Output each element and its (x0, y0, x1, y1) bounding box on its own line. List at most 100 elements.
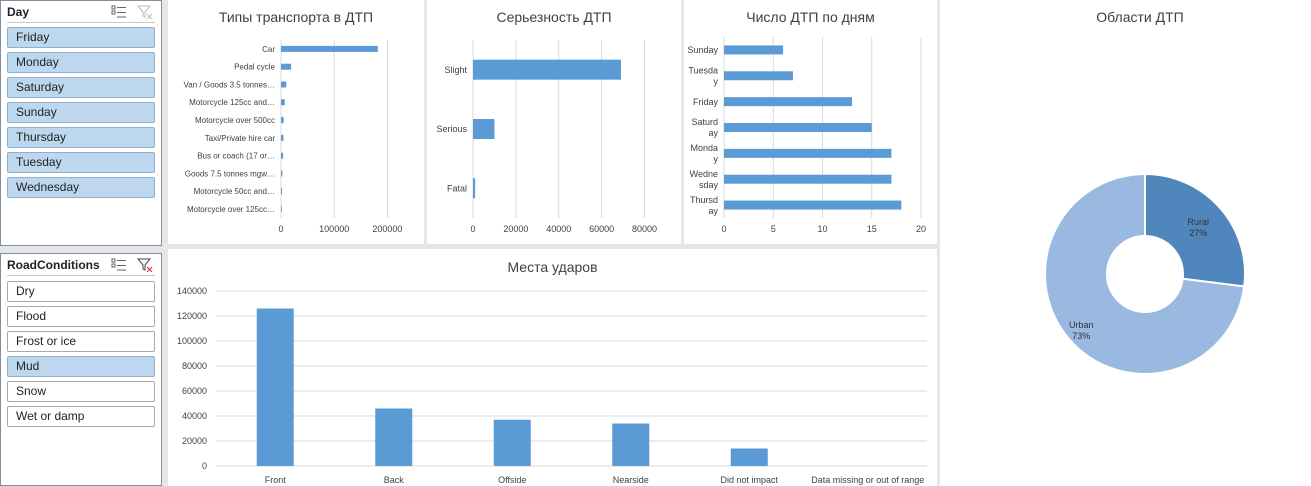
slicer-item-thursday[interactable]: Thursday (7, 127, 155, 148)
slicer-item-tuesday[interactable]: Tuesday (7, 152, 155, 173)
category-label: Back (384, 475, 405, 485)
category-label: Serious (436, 124, 467, 134)
category-label: Pedal cycle (234, 63, 275, 72)
slicer-item-frost-or-ice[interactable]: Frost or ice (7, 331, 155, 352)
category-label: Car (262, 45, 275, 54)
bar (281, 117, 284, 124)
slicer-item-saturday[interactable]: Saturday (7, 77, 155, 98)
category-label: Data missing or out of range (811, 475, 924, 485)
slice-label: Urban (1069, 320, 1094, 330)
bar (493, 419, 531, 466)
chart-title: Число ДТП по дням (746, 9, 875, 25)
days-chart-panel: Число ДТП по дням 0 5 10 15 20 Sunday Tuesda y F… (684, 0, 937, 244)
bar (724, 97, 853, 107)
y-tick-label: 120000 (177, 311, 207, 321)
category-label: Friday (693, 97, 719, 107)
chart-title: Серьезность ДТП (496, 9, 612, 25)
slicer-item-flood[interactable]: Flood (7, 306, 155, 327)
x-tick-label: 20 (916, 224, 926, 234)
slicer-item-friday[interactable]: Friday (7, 27, 155, 48)
chart-title: Области ДТП (1096, 9, 1184, 25)
clear-filter-icon[interactable] (137, 258, 153, 272)
bar (281, 206, 282, 213)
bar (281, 99, 285, 106)
bar (730, 448, 768, 466)
severity-chart: 0 20000 40000 60000 80000 Slight Serious Fatal (436, 40, 657, 234)
category-label: Taxi/Private hire car (205, 134, 276, 143)
donut-slice-urban (1044, 172, 1246, 375)
bar (724, 71, 793, 81)
slice-percent-label: 73% (1072, 331, 1090, 341)
impact-chart: 0 20000 40000 60000 80000 100000 120000 140000 F… (177, 286, 927, 485)
category-label: Motorcycle over 125cc… (187, 205, 275, 214)
category-label: y (714, 77, 719, 87)
bar (473, 178, 476, 199)
category-label: Bus or coach (17 or… (197, 152, 275, 161)
slicer-title: Day (7, 5, 30, 19)
area-chart-panel: Области ДТП Rural 27% Urban 73% (940, 0, 1311, 486)
category-label: Thursd (690, 195, 718, 205)
multi-select-icon[interactable] (111, 5, 127, 19)
multi-select-icon[interactable] (111, 258, 127, 272)
category-label: Wedne (690, 169, 718, 179)
impact-chart-panel: Места ударов 0 20000 40000 60000 80000 100000… (168, 249, 937, 486)
slicer-item-sunday[interactable]: Sunday (7, 102, 155, 123)
slicer-item-monday[interactable]: Monday (7, 52, 155, 73)
bar (281, 188, 283, 195)
x-tick-label: 200000 (372, 224, 402, 234)
y-tick-label: 20000 (182, 436, 207, 446)
y-tick-label: 140000 (177, 286, 207, 296)
road-conditions-slicer: RoadConditions Dry Flood Frost or ice Mud Sn… (0, 253, 162, 486)
donut-slice-rural (1144, 172, 1246, 288)
bar (375, 408, 413, 466)
category-label: Nearside (613, 475, 649, 485)
bar (473, 119, 495, 139)
category-label: Slight (444, 65, 467, 75)
category-label: Motorcycle 50cc and… (194, 187, 275, 196)
y-tick-label: 100000 (177, 336, 207, 346)
category-label: Tuesda (688, 66, 718, 76)
x-tick-label: 80000 (632, 224, 657, 234)
category-label: Van / Goods 3.5 tonnes… (184, 80, 275, 89)
y-tick-label: 60000 (182, 386, 207, 396)
chart-title: Типы транспорта в ДТП (218, 9, 374, 25)
category-label: y (714, 154, 719, 164)
slicer-header: Day (7, 1, 155, 23)
bar (724, 45, 784, 55)
bar (612, 423, 650, 466)
slicer-item-wednesday[interactable]: Wednesday (7, 177, 155, 198)
x-tick-label: 100000 (319, 224, 349, 234)
x-tick-label: 0 (278, 224, 283, 234)
slicer-title: RoadConditions (7, 258, 100, 272)
vehicle-types-chart: 0 100000 200000 Car Pedal cycle Van / Goods 3… (184, 40, 402, 234)
slicer-item-dry[interactable]: Dry (7, 281, 155, 302)
bar (256, 308, 294, 466)
bar (281, 63, 292, 70)
x-tick-label: 20000 (503, 224, 528, 234)
vehicle-types-chart-panel: Типы транспорта в ДТП 0 100000 200000 Car Pe… (168, 0, 424, 244)
bar (281, 45, 378, 52)
clear-filter-icon[interactable] (137, 5, 153, 19)
category-label: Motorcycle over 500cc (195, 116, 275, 125)
x-tick-label: 5 (771, 224, 776, 234)
category-label: Front (265, 475, 287, 485)
bar (724, 148, 892, 158)
bar (724, 123, 872, 132)
y-tick-label: 80000 (182, 361, 207, 371)
bar (281, 81, 287, 88)
days-chart: 0 5 10 15 20SundayTuesdayFridaySaturdayMonda… (687, 37, 926, 234)
category-label: Fatal (447, 184, 467, 194)
category-label: Saturd (691, 117, 718, 127)
slicer-item-snow[interactable]: Snow (7, 381, 155, 402)
slicer-item-mud[interactable]: Mud (7, 356, 155, 377)
severity-chart-panel: Серьезность ДТП 0 20000 40000 60000 80000 Sli… (427, 0, 681, 244)
y-tick-label: 40000 (182, 411, 207, 421)
x-tick-label: 60000 (589, 224, 614, 234)
chart-title: Места ударов (507, 259, 598, 275)
bar (281, 152, 284, 159)
slicer-item-wet-or-damp[interactable]: Wet or damp (7, 406, 155, 427)
x-tick-label: 40000 (546, 224, 571, 234)
category-label: Motorcycle 125cc and… (189, 98, 275, 107)
category-label: Sunday (687, 45, 718, 55)
